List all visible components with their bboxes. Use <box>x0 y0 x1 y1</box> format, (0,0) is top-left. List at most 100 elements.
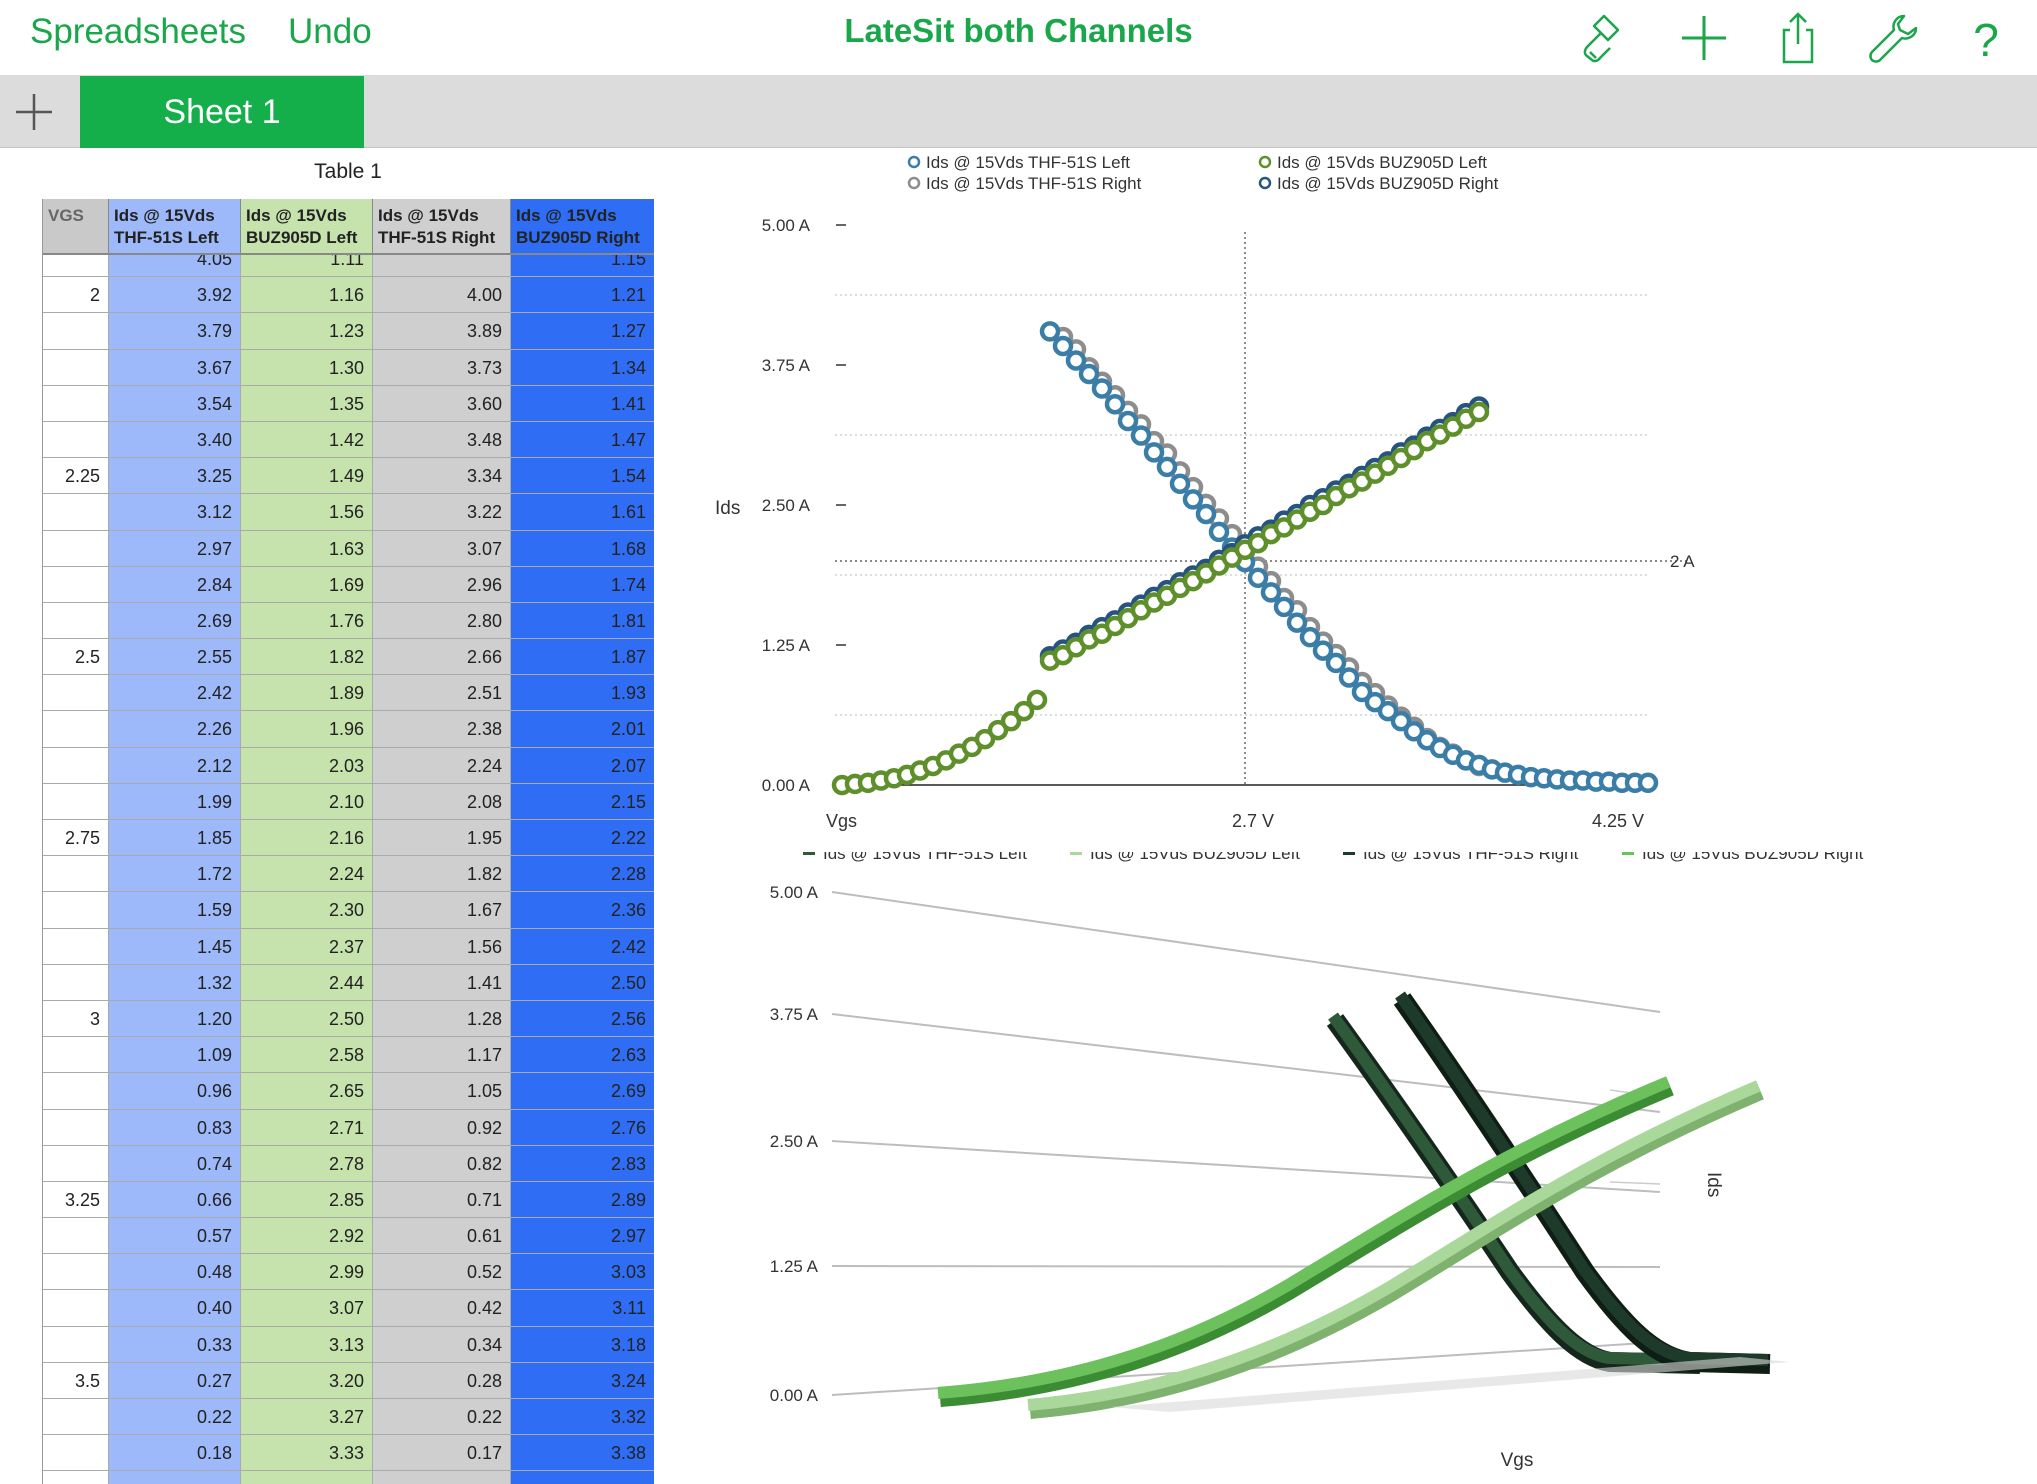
table-cell[interactable]: 2.99 <box>241 1254 373 1291</box>
table-cell[interactable]: 3.73 <box>373 349 511 386</box>
help-icon[interactable]: ? <box>1956 8 2016 68</box>
table-cell[interactable]: 2.66 <box>373 639 511 676</box>
table-cell[interactable]: 2.24 <box>241 856 373 893</box>
table-cell[interactable]: 1.32 <box>109 964 241 1001</box>
table-cell[interactable]: 1.93 <box>511 675 654 712</box>
table-cell[interactable]: 3.54 <box>109 385 241 422</box>
table-cell[interactable]: 3.13 <box>241 1326 373 1363</box>
table-cell[interactable]: 0.82 <box>373 1145 511 1182</box>
table-cell[interactable]: 1.41 <box>511 385 654 422</box>
table-cell[interactable]: 2.76 <box>511 1109 654 1146</box>
table-cell[interactable]: 1.68 <box>511 530 654 567</box>
table-cell[interactable]: 3.25 <box>43 1181 109 1219</box>
table-cell[interactable]: 2.44 <box>241 964 373 1001</box>
table-cell[interactable] <box>43 1326 109 1363</box>
table-cell[interactable]: 3.07 <box>241 1290 373 1327</box>
table-cell[interactable]: 0.42 <box>373 1290 511 1327</box>
table-cell[interactable]: 1.27 <box>511 313 654 350</box>
table-cell[interactable]: 2.16 <box>241 820 373 857</box>
table-cell[interactable]: 0.57 <box>109 1218 241 1255</box>
table-cell[interactable]: 1.21 <box>511 277 654 314</box>
table-cell[interactable]: 2.26 <box>109 711 241 748</box>
table-cell[interactable]: 3.48 <box>373 421 511 459</box>
table-cell[interactable]: 2 <box>43 277 109 314</box>
table-cell[interactable]: 3.33 <box>241 1435 373 1472</box>
table-cell[interactable] <box>43 1399 109 1436</box>
table-cell[interactable]: 3.27 <box>241 1399 373 1436</box>
table-cell[interactable]: 1.95 <box>373 820 511 857</box>
table-cell[interactable]: 2.38 <box>373 711 511 748</box>
table-cell[interactable]: 2.63 <box>511 1037 654 1074</box>
table-cell[interactable]: 2.80 <box>373 602 511 640</box>
table-cell[interactable]: 2.42 <box>109 675 241 712</box>
table-cell[interactable]: 1.82 <box>373 856 511 893</box>
table-cell[interactable] <box>43 892 109 929</box>
table-cell[interactable]: 2.69 <box>109 602 241 640</box>
table-cell[interactable]: 2.28 <box>511 856 654 893</box>
table-cell[interactable] <box>43 313 109 350</box>
table-cell[interactable]: 1.17 <box>373 1037 511 1074</box>
table-cell[interactable]: 0.74 <box>109 1145 241 1182</box>
undo-button[interactable]: Undo <box>288 12 372 51</box>
table-cell[interactable]: 2.83 <box>511 1145 654 1182</box>
table-cell[interactable]: 3.67 <box>109 349 241 386</box>
table-cell[interactable]: 1.30 <box>241 349 373 386</box>
table-cell[interactable]: 2.50 <box>241 1000 373 1038</box>
table-cell[interactable] <box>43 385 109 422</box>
table-cell[interactable]: 0.22 <box>373 1399 511 1436</box>
add-sheet-button[interactable] <box>10 88 58 136</box>
table-cell[interactable]: 0.92 <box>373 1109 511 1146</box>
table-cell[interactable]: 2.97 <box>511 1218 654 1255</box>
wrench-icon[interactable] <box>1862 8 1922 68</box>
table-cell[interactable] <box>43 349 109 386</box>
table-cell[interactable] <box>43 1435 109 1472</box>
table-cell[interactable]: 3.60 <box>373 385 511 422</box>
table-cell[interactable]: 1.59 <box>109 892 241 929</box>
table-cell[interactable]: 1.45 <box>109 928 241 965</box>
table-cell[interactable]: 2.96 <box>373 566 511 603</box>
table-cell[interactable]: 1.34 <box>511 349 654 386</box>
table-cell[interactable] <box>43 675 109 712</box>
table-cell[interactable] <box>43 566 109 603</box>
paintbrush-icon[interactable] <box>1574 8 1634 68</box>
table-cell[interactable]: 2.10 <box>241 783 373 820</box>
table-cell[interactable]: 1.76 <box>241 602 373 640</box>
table-cell[interactable]: 1.35 <box>241 385 373 422</box>
table-cell[interactable]: 2.55 <box>109 639 241 676</box>
table-cell[interactable]: 1.96 <box>241 711 373 748</box>
table-cell[interactable]: 3.89 <box>373 313 511 350</box>
data-table[interactable]: 4.05 1.11 1.15 2 3.92 1.16 4.00 1.21 3.79 1.23 3.8… <box>42 199 654 1484</box>
table-cell[interactable]: 1.89 <box>241 675 373 712</box>
plus-icon[interactable] <box>1674 8 1734 68</box>
table-cell[interactable]: 2.42 <box>511 928 654 965</box>
table-cell[interactable]: 3.24 <box>511 1362 654 1399</box>
table-cell[interactable]: 2.65 <box>241 1073 373 1110</box>
table-cell[interactable] <box>43 1037 109 1074</box>
table-cell[interactable]: 3 <box>43 1000 109 1038</box>
table-cell[interactable]: 2.30 <box>241 892 373 929</box>
table-cell[interactable]: 1.54 <box>511 458 654 495</box>
3d-line-chart[interactable]: Ids @ 15Vds THF-51S Left Ids @ 15Vds BUZ9… <box>690 852 2037 1484</box>
table-cell[interactable]: 0.22 <box>109 1399 241 1436</box>
table-cell[interactable]: 2.37 <box>241 928 373 965</box>
table-cell[interactable] <box>43 1218 109 1255</box>
table-cell[interactable]: 0.18 <box>109 1435 241 1472</box>
table-cell[interactable] <box>43 928 109 965</box>
table-cell[interactable]: 2.51 <box>373 675 511 712</box>
table-cell[interactable]: 3.22 <box>373 494 511 531</box>
table-cell[interactable]: 2.58 <box>241 1037 373 1074</box>
table-cell[interactable]: 0.27 <box>109 1362 241 1399</box>
table-cell[interactable]: 0.52 <box>373 1254 511 1291</box>
table-cell[interactable]: 1.16 <box>241 277 373 314</box>
table-cell[interactable]: 0.28 <box>373 1362 511 1399</box>
table-cell[interactable]: 1.28 <box>373 1000 511 1038</box>
table-cell[interactable] <box>241 1471 373 1484</box>
share-icon[interactable] <box>1768 8 1828 68</box>
table-cell[interactable]: 3.20 <box>241 1362 373 1399</box>
table-cell[interactable]: 1.47 <box>511 421 654 459</box>
table-cell[interactable]: 1.56 <box>241 494 373 531</box>
table-cell[interactable] <box>43 1145 109 1182</box>
column-header-4[interactable]: Ids @ 15Vds BUZ905D Right <box>511 199 654 255</box>
scatter-chart[interactable]: Ids @ 15Vds THF-51S Left Ids @ 15Vds THF-… <box>690 152 2037 852</box>
table-cell[interactable]: 2.22 <box>511 820 654 857</box>
